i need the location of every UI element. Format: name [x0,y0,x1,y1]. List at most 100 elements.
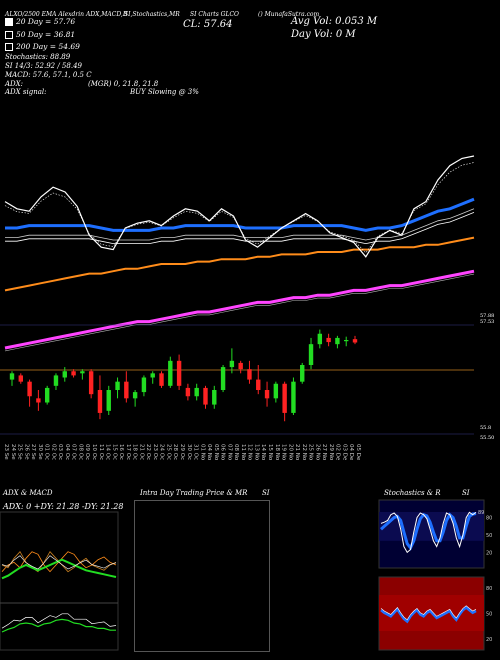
price-label-mid: 55.8 [480,425,492,431]
candle-body [106,390,111,411]
ema200-label: 200 Day = 54.69 [16,42,80,51]
rsi-axis-tick: 50 [486,612,492,618]
candle-body [141,377,147,393]
candle-body [229,360,235,368]
candle-body [80,371,85,374]
date-tick-label: 16 Oct [118,444,124,460]
ema20-swatch [5,17,13,26]
ema50-swatch [5,30,13,39]
candle-body [212,390,217,405]
date-tick-label: 27 Sep [30,444,36,460]
price-label-top2: 57.53 [480,319,495,325]
stoch-si: SI [462,489,470,497]
date-tick-label: 14 Oct [105,444,111,460]
candle-body [44,387,50,403]
stoch-axis-tick: 80 [486,516,492,522]
date-tick-label: 14 Nov [260,444,266,460]
date-tick-label: 24 Oct [159,444,165,460]
stoch-axis-tick: 20 [486,550,492,556]
date-tick-label: 09 Oct [84,444,90,460]
header-indicators: SI,Stochastics,MR [124,11,180,18]
adx-panel-frame [0,511,119,651]
adx-panel-title: ADX & MACD [3,489,53,497]
adx-white-line [1,555,117,570]
date-tick-label: 18 Oct [132,444,138,460]
rsi-line [380,605,477,624]
date-tick-label: 26 Sep [23,444,29,460]
date-tick-label: 02 Dec [335,444,341,460]
candle-body [344,340,349,342]
candle-body [88,371,94,395]
date-tick-label: 03 Oct [57,444,63,460]
date-tick-label: 25 Oct [165,444,171,460]
intraday-si: SI [262,489,270,497]
ema-grey-line-2 [5,212,475,245]
candle-body [335,337,340,345]
header-charts: SI Charts GLCO [190,11,239,18]
date-tick-label: 17 Oct [125,444,131,460]
stoch-last-value: 89 [478,510,484,516]
date-tick-label: 30 Sep [37,444,43,460]
adx-label: ADX: [5,80,24,88]
candle-body [317,333,323,345]
date-tick-label: 08 Nov [233,444,239,460]
ema20-dotted-line [4,162,475,254]
date-tick-label: 04 Dec [348,444,354,460]
candle-body [308,344,314,365]
date-tick-label: 25 Nov [308,444,314,460]
date-tick-label: 21 Nov [294,444,300,460]
adx-signal-label: ADX signal: [5,88,47,96]
date-tick-label: 03 Dec [341,444,347,460]
header-source: () MunafaSutra.com [258,11,320,18]
date-tick-label: 28 Oct [172,444,178,460]
date-tick-label: 07 Nov [226,444,232,460]
candle-body [264,390,270,399]
header-title: ALXO/2500 EMA Alexdrin ADX,MACD,B [5,11,128,18]
date-tick-label: 01 Oct [44,444,50,460]
candle-body [247,369,252,380]
mrsi-value: (MGR) 0, 21.8, 21.8 [88,80,159,88]
candle-body [168,360,173,386]
candle-body [220,367,226,390]
price-label-top: 57.88 [480,313,495,319]
candle-body [185,387,191,397]
date-tick-label: 27 Nov [321,444,327,460]
rsi-axis-tick: 80 [486,586,492,592]
candle-body [256,379,261,390]
date-tick-label: 29 Nov [328,444,334,460]
date-tick-label: 19 Nov [281,444,287,460]
stochastics-value: Stochastics: 88.89 [5,53,71,61]
date-tick-label: 11 Oct [98,444,104,460]
candle-body [36,398,41,403]
candle-body [238,362,243,370]
legend-ema50: 50 Day = 36.81 [5,30,75,39]
date-tick-label: 26 Nov [314,444,320,460]
candle-body [71,371,76,376]
candle-body [203,387,208,405]
date-tick-label: 12 Nov [247,444,253,460]
avg-volume: Avg Vol: 0.053 M [291,16,378,27]
stoch-k-line [380,511,477,554]
date-tick-label: 22 Oct [145,444,151,460]
price-label-low: 55.50 [480,435,495,441]
legend-ema200: 200 Day = 54.69 [5,42,80,51]
ema50-label: 50 Day = 36.81 [16,30,76,39]
date-tick-label: 30 Oct [186,444,192,460]
candle-body [291,381,296,413]
candle-body [352,339,358,343]
candle-body [273,383,279,399]
candle-body [53,375,59,386]
close-price: CL: 57.64 [183,19,233,30]
rsi-axis-tick: 20 [486,637,492,643]
macd-line [1,613,117,629]
candle-body [124,381,129,399]
candle-body [9,373,15,380]
intraday-panel [134,500,270,652]
stoch-axis-tick: 50 [486,533,492,539]
ema20-label: 20 Day = 57.76 [16,17,76,26]
date-tick-label: 04 Nov [206,444,212,460]
adx-panel-values: ADX: 0 +DY: 21.28 -DY: 21.28 [3,502,124,511]
date-tick-label: 15 Nov [267,444,273,460]
date-tick-label: 25 Sep [17,444,23,460]
